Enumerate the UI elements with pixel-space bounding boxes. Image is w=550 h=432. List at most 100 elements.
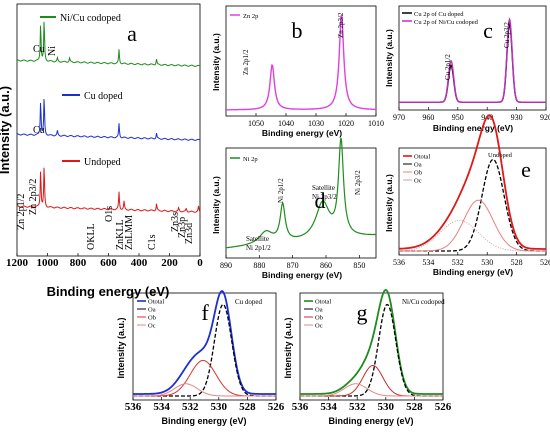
panel-letter: c bbox=[483, 18, 493, 43]
series-lines bbox=[398, 114, 546, 252]
legend-label: Ototal bbox=[148, 299, 164, 306]
series-lines bbox=[300, 289, 443, 397]
sample-tag: Cu doped bbox=[235, 298, 263, 306]
x-ticks: 890 880 870 860 850 bbox=[220, 255, 365, 270]
peak-label: OKLL bbox=[86, 223, 97, 250]
legend-label: Ototal bbox=[414, 154, 430, 161]
spectrum-line bbox=[399, 17, 546, 103]
plot-frame bbox=[398, 5, 547, 111]
y-axis-label: Intensity (a.u.) bbox=[0, 86, 12, 174]
legend-label: Ob bbox=[148, 315, 156, 322]
peak-label: Zn3d bbox=[184, 223, 195, 244]
x-axis-label: Binding energy (eV) bbox=[47, 284, 170, 299]
plot-frame bbox=[398, 147, 547, 256]
peak-label: Zn 2p1/2 bbox=[16, 194, 27, 230]
legend-label: Ni 2p bbox=[243, 156, 258, 163]
panel-g: 536 534 532 530 528 526 Binding energy (eV) I… bbox=[283, 289, 452, 426]
component-line bbox=[300, 383, 443, 397]
legend-label: Ni/Cu codoped bbox=[60, 13, 121, 24]
peak-label: Zn 2p3/2 bbox=[337, 12, 345, 38]
series-lines bbox=[226, 14, 376, 111]
x-tick-label: 1030 bbox=[308, 119, 324, 128]
spectrum-line bbox=[226, 14, 376, 111]
x-tick-label: 1000 bbox=[37, 257, 60, 269]
peak-label: Cu bbox=[33, 125, 45, 136]
x-axis-label: Binding energy (eV) bbox=[433, 267, 513, 277]
x-tick-label: 536 bbox=[125, 401, 142, 413]
x-tick-label: 200 bbox=[161, 257, 178, 269]
panel-e: 536 534 532 530 528 526 Binding energy (eV) I… bbox=[384, 114, 550, 277]
series-lines bbox=[17, 21, 201, 213]
plot-frame bbox=[299, 292, 444, 401]
legend-label: Cu 2p of Cu doped bbox=[414, 11, 464, 18]
x-tick-label: 1050 bbox=[248, 119, 264, 128]
panel-letter: d bbox=[315, 188, 326, 213]
x-tick-label: 1010 bbox=[368, 119, 384, 128]
x-tick-label: 850 bbox=[353, 261, 365, 270]
peak-label: Ni 2p1/2 bbox=[277, 178, 285, 203]
component-line bbox=[399, 220, 546, 252]
x-tick-label: 536 bbox=[292, 401, 309, 413]
panel-d: 890 880 870 860 850 Binding energy (eV) Inte… bbox=[211, 137, 377, 280]
x-tick-label: 526 bbox=[540, 258, 550, 267]
x-tick-label: 526 bbox=[268, 401, 285, 413]
x-tick-label: 1040 bbox=[278, 119, 294, 128]
x-tick-label: 870 bbox=[287, 261, 299, 270]
peak-label: Satellite bbox=[312, 184, 335, 192]
x-tick-label: 400 bbox=[131, 257, 148, 269]
sample-tag: Ni/Cu codoped bbox=[402, 298, 445, 306]
x-ticks: 970 960 950 940 930 920 bbox=[393, 107, 550, 122]
panel-letter: g bbox=[357, 300, 368, 325]
x-tick-label: 890 bbox=[220, 261, 232, 270]
plot-frame bbox=[225, 147, 377, 259]
peak-label: Ni 2p3/2 bbox=[354, 170, 362, 195]
peak-label: Zn3p bbox=[177, 217, 188, 238]
peak-label: Satellite bbox=[246, 235, 269, 243]
spectrum-line bbox=[225, 137, 376, 249]
peak-label: Zn 2p1/2 bbox=[242, 49, 250, 75]
panel-b: 1050 1040 1030 1020 1010 Binding energy (eV)… bbox=[211, 5, 384, 138]
spectrum-line bbox=[300, 289, 443, 395]
spectrum-line bbox=[133, 290, 276, 395]
panel-f: 536 534 532 530 528 526 Binding energy (eV) I… bbox=[116, 290, 285, 426]
legend-label: Oa bbox=[148, 307, 156, 314]
series-lines bbox=[225, 137, 376, 249]
legend-label: Ob bbox=[315, 315, 323, 322]
series-lines bbox=[399, 17, 546, 103]
legend-label: Undoped bbox=[84, 157, 121, 168]
x-tick-label: 960 bbox=[422, 113, 434, 122]
x-tick-label: 526 bbox=[435, 401, 452, 413]
x-tick-label: 528 bbox=[239, 401, 256, 413]
x-axis-label: Binding energy (eV) bbox=[328, 416, 413, 426]
peak-label: ZnKLL bbox=[115, 219, 126, 250]
spectrum-line bbox=[17, 21, 201, 67]
legend-label: Oa bbox=[414, 162, 422, 169]
peak-label: Cu 2p3/2 bbox=[503, 22, 511, 48]
x-ticks: 536 534 532 530 528 526 bbox=[393, 252, 550, 267]
x-tick-label: 800 bbox=[70, 257, 87, 269]
plot-frame bbox=[132, 292, 277, 401]
legend-label: Cu doped bbox=[84, 91, 123, 102]
x-ticks: 1050 1040 1030 1020 1010 bbox=[248, 113, 384, 128]
sample-tag: Undoped bbox=[488, 152, 513, 159]
x-tick-label: 600 bbox=[100, 257, 117, 269]
y-axis-label: Intensity (a.u.) bbox=[283, 317, 293, 378]
x-ticks: 1200 1000 800 600 400 200 0 bbox=[6, 253, 203, 269]
x-tick-label: 534 bbox=[422, 258, 434, 267]
x-tick-label: 532 bbox=[182, 401, 199, 413]
x-tick-label: 528 bbox=[511, 258, 523, 267]
x-tick-label: 536 bbox=[393, 258, 405, 267]
x-axis-label: Binding energy (eV) bbox=[161, 416, 246, 426]
legend-label: Ob bbox=[414, 170, 422, 177]
peak-label: ZnLMM bbox=[124, 215, 135, 250]
panel-letter: f bbox=[201, 300, 209, 325]
peak-label: Ni 2p1/2 bbox=[246, 244, 271, 252]
x-axis-label: Binding energy (eV) bbox=[433, 123, 513, 133]
component-line bbox=[133, 383, 276, 397]
panel-letter: a bbox=[127, 21, 137, 46]
x-tick-label: 532 bbox=[452, 258, 464, 267]
component-line bbox=[133, 359, 276, 397]
x-tick-label: 1200 bbox=[6, 257, 29, 269]
spectrum-line bbox=[399, 22, 546, 103]
